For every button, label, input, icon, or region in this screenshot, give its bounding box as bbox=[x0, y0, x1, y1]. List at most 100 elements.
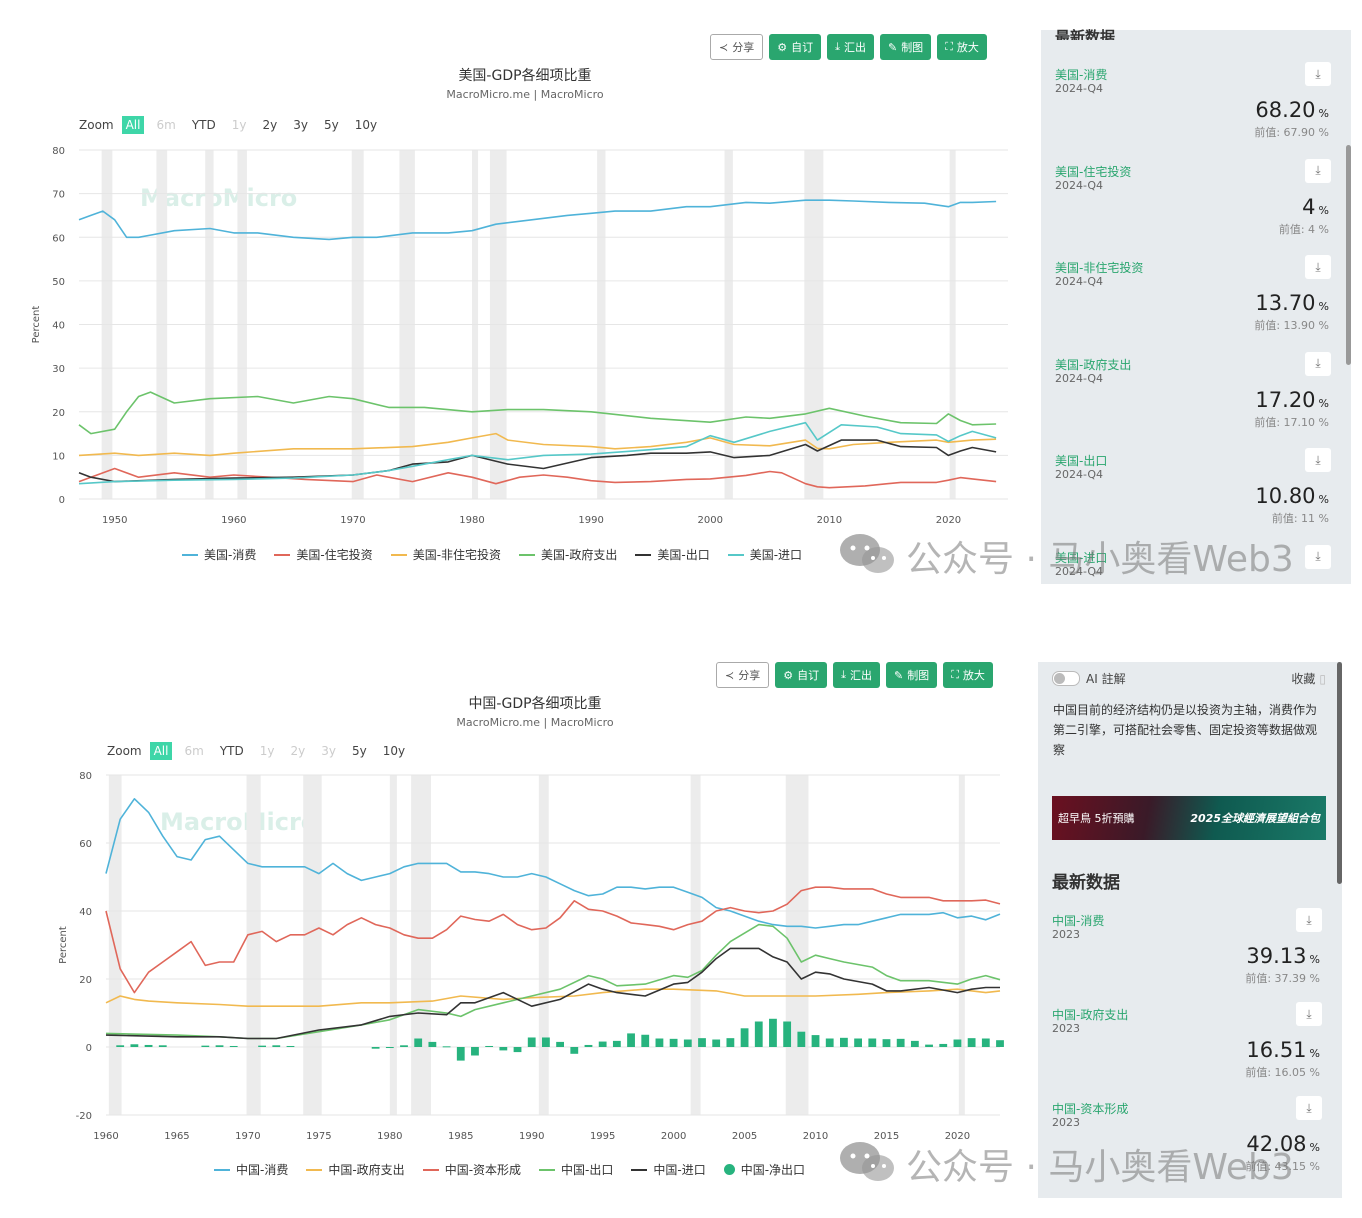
legend-item[interactable]: 中国-政府支出 bbox=[306, 1161, 405, 1178]
cn-export-button[interactable]: ⤓ 汇出 bbox=[833, 662, 880, 688]
download-icon[interactable]: ⤓ bbox=[1305, 448, 1331, 472]
zoom-2y[interactable]: 2y bbox=[290, 744, 306, 758]
latest-data-item[interactable]: 中国-消费 2023 ⤓ 39.13% 前值: 37.39 % bbox=[1038, 908, 1342, 1006]
latest-data-item[interactable]: 美国-出口 2024-Q4 ⤓ 10.80% 前值: 11 % bbox=[1041, 448, 1351, 549]
latest-item-value: 16.51% bbox=[1246, 1038, 1320, 1062]
legend-item[interactable]: 中国-资本形成 bbox=[422, 1161, 521, 1178]
cn-chart-area: ≺ 分享 ⚙ 自订 ⤓ 汇出 ✎ 制图 ⛶ 放大 中国-GDP各细项比重 MacroMic… bbox=[0, 628, 1035, 1218]
legend-item[interactable]: 中国-净出口 bbox=[723, 1161, 805, 1178]
latest-item-name[interactable]: 中国-政府支出 bbox=[1052, 1008, 1129, 1022]
us-chart-title: 美国-GDP各细项比重 bbox=[458, 68, 592, 84]
y-tick-label: 60 bbox=[79, 839, 92, 850]
net-export-bar bbox=[627, 1033, 635, 1047]
latest-data-item[interactable]: 中国-资本形成 2023 ⤓ 42.08% 前值: 43.15 % bbox=[1038, 1096, 1342, 1194]
latest-item-name[interactable]: 中国-资本形成 bbox=[1052, 1102, 1129, 1116]
us-enlarge-button[interactable]: ⛶ 放大 bbox=[937, 34, 987, 60]
legend-label: 美国-非住宅投资 bbox=[412, 548, 502, 562]
x-tick-label: 1975 bbox=[306, 1131, 331, 1142]
latest-item-name[interactable]: 美国-进口 bbox=[1055, 550, 1108, 565]
cn-share-button[interactable]: ≺ 分享 bbox=[716, 662, 770, 688]
latest-item-date: 2024-Q4 bbox=[1055, 468, 1104, 481]
recession-band bbox=[958, 775, 965, 1115]
promo-banner[interactable]: 超早鳥 5折預購 2025全球經濟展望組合包 bbox=[1052, 796, 1326, 840]
zoom-3y[interactable]: 3y bbox=[293, 118, 308, 132]
download-icon[interactable]: ⤓ bbox=[1305, 255, 1331, 279]
latest-data-item[interactable]: 美国-非住宅投资 2024-Q4 ⤓ 13.70% 前值: 13.90 % bbox=[1041, 255, 1351, 356]
x-tick-label: 2010 bbox=[817, 515, 842, 526]
zoom-6m[interactable]: 6m bbox=[184, 744, 204, 758]
zoom-6m[interactable]: 6m bbox=[156, 118, 176, 132]
latest-item-name[interactable]: 美国-消费 bbox=[1055, 68, 1108, 82]
latest-item-value: 10.80% bbox=[1255, 484, 1329, 508]
us-share-button[interactable]: ≺ 分享 bbox=[710, 34, 764, 60]
legend-item[interactable]: 美国-非住宅投资 bbox=[390, 546, 502, 563]
legend-item[interactable]: 美国-出口 bbox=[635, 546, 710, 563]
zoom-1y[interactable]: 1y bbox=[259, 744, 275, 758]
y-axis-label: Percent bbox=[58, 926, 69, 964]
latest-data-item[interactable]: 美国-进口 2024-Q4 ⤓ bbox=[1041, 544, 1351, 646]
download-icon[interactable]: ⤓ bbox=[1296, 1096, 1322, 1120]
zoom-all[interactable]: All bbox=[121, 116, 145, 134]
latest-item-value: 17.20% bbox=[1255, 387, 1329, 412]
series-line bbox=[78, 432, 997, 457]
bookmark-button[interactable]: 收藏 ▯ bbox=[1291, 671, 1326, 687]
ai-toggle[interactable] bbox=[1052, 671, 1080, 686]
net-export-bar bbox=[442, 1046, 451, 1048]
download-icon[interactable]: ⤓ bbox=[1305, 544, 1331, 569]
latest-item-date: 2024-Q4 bbox=[1055, 178, 1104, 192]
us-sidebar-scrollbar[interactable] bbox=[1346, 145, 1351, 365]
cn-draw-button[interactable]: ✎ 制图 bbox=[885, 662, 938, 688]
net-export-bar bbox=[570, 1047, 579, 1054]
latest-data-item[interactable]: 美国-住宅投资 2024-Q4 ⤓ 4% 前值: 4 % bbox=[1041, 158, 1351, 260]
latest-item-name[interactable]: 美国-住宅投资 bbox=[1055, 164, 1132, 179]
legend-item[interactable]: 美国-住宅投资 bbox=[274, 546, 373, 563]
net-export-bar bbox=[456, 1047, 465, 1061]
cn-chart-panel: ≺ 分享 ⚙ 自订 ⤓ 汇出 ✎ 制图 ⛶ 放大 中国-GDP各细项比重 MacroMic… bbox=[0, 628, 1362, 1218]
zoom-10y[interactable]: 10y bbox=[354, 118, 378, 132]
net-export-bar bbox=[769, 1018, 777, 1047]
download-icon[interactable]: ⤓ bbox=[1305, 158, 1331, 183]
download-icon[interactable]: ⤓ bbox=[1296, 1002, 1322, 1026]
latest-data-item[interactable]: 美国-政府支出 2024-Q4 ⤓ 17.20% 前值: 17.10 % bbox=[1041, 351, 1351, 453]
legend-item[interactable]: 美国-政府支出 bbox=[519, 546, 617, 563]
zoom-all[interactable]: All bbox=[149, 742, 173, 760]
latest-item-name[interactable]: 美国-出口 bbox=[1055, 454, 1108, 468]
cn-enlarge-button[interactable]: ⛶ 放大 bbox=[943, 662, 993, 688]
latest-item-name[interactable]: 美国-非住宅投资 bbox=[1055, 261, 1144, 275]
legend-item[interactable]: 中国-消费 bbox=[214, 1161, 288, 1178]
download-icon[interactable]: ⤓ bbox=[1305, 62, 1331, 86]
zoom-1y[interactable]: 1y bbox=[231, 118, 247, 132]
zoom-ytd[interactable]: YTD bbox=[191, 118, 216, 132]
download-icon[interactable]: ⤓ bbox=[1296, 908, 1322, 932]
legend-item[interactable]: 美国-消费 bbox=[182, 546, 256, 563]
zoom-10y[interactable]: 10y bbox=[382, 744, 406, 758]
latest-item-date: 2024-Q4 bbox=[1055, 564, 1104, 578]
us-subscribe-button[interactable]: ⚙ 自订 bbox=[769, 34, 822, 60]
net-export-bar bbox=[967, 1038, 976, 1047]
y-tick-label: 30 bbox=[52, 364, 65, 375]
zoom-5y[interactable]: 5y bbox=[323, 118, 339, 132]
series-line bbox=[105, 947, 1000, 1040]
y-tick-label: 50 bbox=[52, 277, 65, 288]
download-icon[interactable]: ⤓ bbox=[1305, 351, 1331, 376]
legend-item[interactable]: 美国-进口 bbox=[727, 546, 802, 563]
legend-item[interactable]: 中国-出口 bbox=[539, 1161, 613, 1178]
zoom-3y[interactable]: 3y bbox=[321, 744, 336, 758]
latest-data-item[interactable]: 中国-政府支出 2023 ⤓ 16.51% 前值: 16.05 % bbox=[1038, 1002, 1342, 1100]
us-draw-button[interactable]: ✎ 制图 bbox=[879, 34, 932, 60]
net-export-bar bbox=[655, 1038, 664, 1047]
cn-subscribe-button[interactable]: ⚙ 自订 bbox=[775, 662, 828, 688]
legend-item[interactable]: 中国-进口 bbox=[631, 1161, 706, 1178]
net-export-bar bbox=[854, 1038, 862, 1047]
expand-icon: ⛶ bbox=[945, 40, 953, 53]
zoom-ytd[interactable]: YTD bbox=[219, 744, 244, 758]
us-export-button[interactable]: ⤓ 汇出 bbox=[827, 34, 874, 60]
latest-item-value: 13.70% bbox=[1255, 291, 1329, 315]
latest-item-name[interactable]: 美国-政府支出 bbox=[1055, 357, 1132, 372]
zoom-5y[interactable]: 5y bbox=[351, 744, 367, 758]
zoom-2y[interactable]: 2y bbox=[262, 118, 278, 132]
x-tick-label: 1970 bbox=[340, 515, 365, 526]
latest-data-item[interactable]: 美国-消费 2024-Q4 ⤓ 68.20% 前值: 67.90 % bbox=[1041, 62, 1351, 163]
latest-item-name[interactable]: 中国-消费 bbox=[1052, 914, 1105, 928]
cn-sidebar-scrollbar[interactable] bbox=[1337, 662, 1342, 884]
